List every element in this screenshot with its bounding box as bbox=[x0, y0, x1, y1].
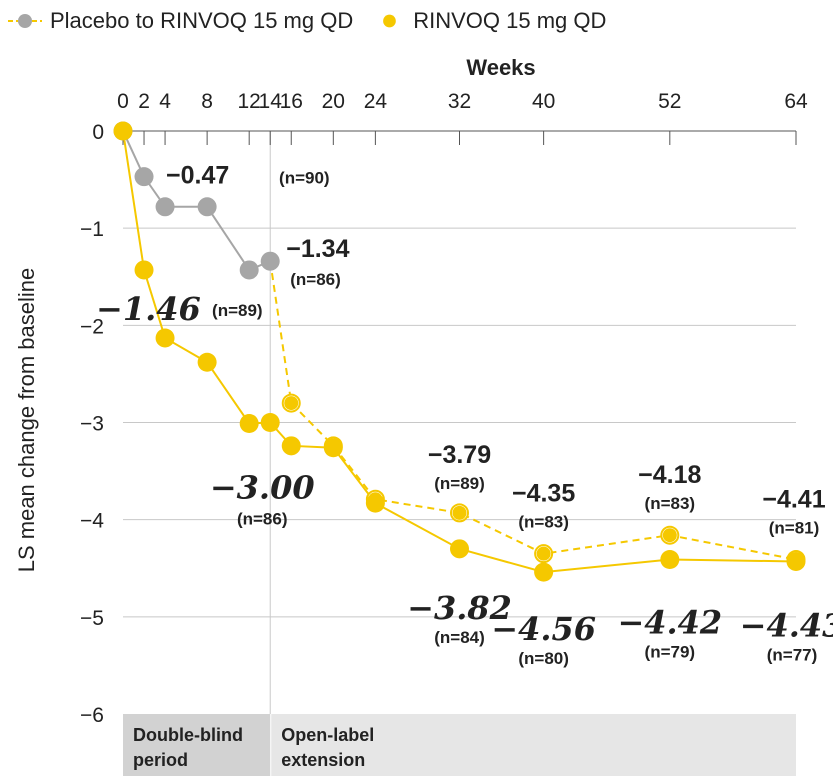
data-label-value: −3.82 bbox=[407, 589, 512, 627]
x-tick-label: 20 bbox=[322, 90, 345, 113]
marker-placebo-ole-fill bbox=[284, 396, 299, 411]
data-label-n: (n=84) bbox=[434, 628, 485, 647]
marker-placebo bbox=[155, 197, 175, 217]
data-label-n: (n=86) bbox=[290, 270, 341, 289]
marker-rinvoq bbox=[365, 493, 385, 513]
marker-rinvoq bbox=[197, 352, 217, 372]
legend-item-placebo: Placebo to RINVOQ 15 mg QD bbox=[8, 8, 353, 34]
y-axis-title: LS mean change from baseline bbox=[14, 268, 39, 573]
data-label-value: −3.00 bbox=[210, 469, 315, 507]
marker-placebo-ole-fill bbox=[452, 505, 467, 520]
data-label-n: (n=89) bbox=[212, 301, 263, 320]
period-label-0-line1: Double-blind bbox=[133, 725, 243, 745]
marker-rinvoq bbox=[239, 413, 259, 433]
x-tick-label: 2 bbox=[138, 90, 150, 113]
data-label-value: −0.47 bbox=[166, 162, 229, 190]
data-label-value: −4.56 bbox=[491, 610, 596, 648]
period-label-1-line1: Open-label bbox=[281, 725, 374, 745]
marker-placebo bbox=[260, 251, 280, 271]
data-label-n: (n=90) bbox=[279, 169, 330, 188]
x-tick-label: 40 bbox=[532, 90, 555, 113]
data-label-value: −4.18 bbox=[638, 461, 701, 489]
marker-rinvoq bbox=[323, 438, 343, 458]
data-label-n: (n=86) bbox=[237, 510, 288, 529]
x-tick-label: 4 bbox=[159, 90, 171, 113]
data-label-n: (n=77) bbox=[767, 645, 818, 664]
marker-rinvoq bbox=[113, 121, 133, 141]
marker-rinvoq bbox=[450, 539, 469, 559]
data-label-n: (n=83) bbox=[645, 494, 696, 513]
legend-item-rinvoq: RINVOQ 15 mg QD bbox=[381, 8, 606, 34]
period-band-0 bbox=[123, 714, 271, 776]
data-label-value: −4.41 bbox=[762, 486, 825, 514]
marker-rinvoq bbox=[786, 551, 806, 571]
y-tick-label: −2 bbox=[80, 315, 104, 338]
marker-placebo bbox=[197, 197, 217, 217]
data-label-value: −4.42 bbox=[617, 604, 722, 642]
data-label-n: (n=89) bbox=[434, 474, 485, 493]
x-tick-label: 16 bbox=[280, 90, 303, 113]
data-label-n: (n=80) bbox=[518, 649, 569, 668]
x-tick-label: 32 bbox=[448, 90, 471, 113]
x-tick-label: 0 bbox=[117, 90, 129, 113]
period-band-1 bbox=[271, 714, 796, 776]
y-tick-label: −1 bbox=[80, 218, 104, 241]
marker-rinvoq bbox=[260, 413, 280, 432]
data-label-value: −1.46 bbox=[96, 290, 201, 328]
series-0-segment-0 bbox=[122, 130, 271, 272]
data-label-n: (n=81) bbox=[769, 519, 820, 538]
data-label-value: −3.79 bbox=[428, 441, 491, 469]
period-label-1-line2: extension bbox=[281, 750, 365, 770]
y-tick-label: −3 bbox=[80, 413, 104, 436]
data-label-value: −4.43 bbox=[740, 606, 833, 644]
legend-swatch-rinvoq bbox=[383, 14, 397, 28]
y-tick-label: −4 bbox=[80, 510, 104, 533]
x-tick-label: 64 bbox=[784, 90, 808, 113]
marker-rinvoq bbox=[660, 550, 680, 570]
marker-placebo-ole-fill bbox=[662, 528, 677, 543]
x-tick-label: 14 bbox=[259, 90, 283, 113]
marker-placebo bbox=[134, 167, 154, 187]
marker-rinvoq bbox=[281, 436, 301, 456]
data-label-n: (n=83) bbox=[518, 513, 569, 532]
data-label-n: (n=79) bbox=[645, 643, 696, 662]
data-label-value: −1.34 bbox=[286, 235, 349, 263]
x-tick-label: 52 bbox=[658, 90, 681, 113]
x-axis-title: Weeks bbox=[466, 55, 535, 80]
x-tick-label: 12 bbox=[238, 90, 261, 113]
series-0-segment-1 bbox=[269, 261, 797, 561]
y-tick-label: −5 bbox=[80, 607, 104, 630]
marker-placebo bbox=[239, 260, 259, 280]
marker-rinvoq bbox=[534, 562, 554, 582]
legend-swatch-placebo bbox=[8, 14, 42, 28]
y-tick-label: −6 bbox=[80, 704, 104, 727]
x-tick-label: 24 bbox=[364, 90, 388, 113]
marker-rinvoq bbox=[134, 260, 154, 280]
marker-placebo-ole-fill bbox=[536, 546, 551, 561]
period-label-0-line2: period bbox=[133, 750, 188, 770]
x-tick-label: 8 bbox=[201, 90, 213, 113]
legend-label-placebo: Placebo to RINVOQ 15 mg QD bbox=[50, 8, 354, 33]
legend-label-rinvoq: RINVOQ 15 mg QD bbox=[413, 8, 607, 33]
legend: Placebo to RINVOQ 15 mg QD RINVOQ 15 mg … bbox=[8, 8, 634, 34]
data-label-value: −4.35 bbox=[512, 480, 575, 508]
marker-rinvoq bbox=[155, 328, 175, 348]
y-tick-label: 0 bbox=[92, 121, 104, 144]
